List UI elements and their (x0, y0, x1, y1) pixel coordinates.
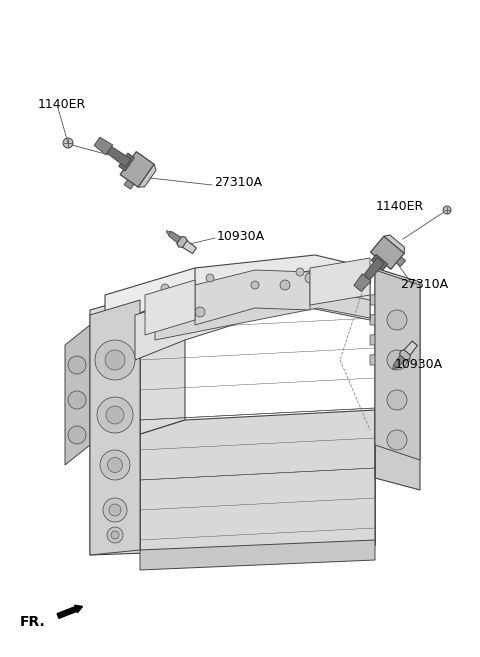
Polygon shape (145, 280, 195, 335)
Polygon shape (90, 283, 185, 450)
Text: 27310A: 27310A (214, 177, 262, 189)
Circle shape (63, 138, 73, 148)
Polygon shape (107, 147, 131, 168)
Circle shape (103, 498, 127, 522)
Circle shape (387, 310, 407, 330)
Circle shape (68, 356, 86, 374)
Circle shape (330, 267, 340, 277)
Circle shape (387, 390, 407, 410)
Circle shape (206, 274, 214, 282)
Polygon shape (90, 347, 105, 361)
Polygon shape (402, 341, 418, 357)
Polygon shape (370, 332, 415, 345)
Text: 1140ER: 1140ER (38, 99, 86, 112)
Polygon shape (90, 410, 375, 555)
Polygon shape (124, 180, 134, 189)
Polygon shape (370, 352, 415, 365)
Polygon shape (119, 153, 134, 171)
Circle shape (108, 457, 122, 472)
Polygon shape (396, 257, 406, 266)
Text: FR.: FR. (20, 615, 46, 629)
Polygon shape (195, 255, 370, 285)
Circle shape (280, 280, 290, 290)
Circle shape (173, 313, 183, 323)
Circle shape (305, 273, 315, 283)
Polygon shape (310, 258, 370, 305)
Polygon shape (392, 366, 396, 370)
Circle shape (95, 340, 135, 380)
Polygon shape (364, 258, 384, 280)
Text: 10930A: 10930A (395, 359, 443, 371)
Polygon shape (399, 350, 410, 360)
Polygon shape (371, 254, 388, 270)
Polygon shape (155, 290, 370, 340)
Circle shape (387, 350, 407, 370)
Circle shape (107, 527, 123, 543)
Polygon shape (90, 300, 140, 555)
Text: 10930A: 10930A (217, 229, 265, 242)
Polygon shape (375, 270, 420, 460)
Circle shape (296, 268, 304, 276)
Polygon shape (370, 292, 415, 305)
Polygon shape (371, 236, 404, 269)
Polygon shape (140, 540, 375, 570)
Polygon shape (138, 164, 156, 187)
Circle shape (111, 531, 119, 539)
Polygon shape (195, 270, 310, 325)
Polygon shape (354, 274, 371, 292)
Polygon shape (90, 322, 105, 336)
Circle shape (195, 307, 205, 317)
Circle shape (97, 397, 133, 433)
Polygon shape (135, 270, 370, 360)
Circle shape (161, 284, 169, 292)
Circle shape (105, 350, 125, 370)
Circle shape (100, 450, 130, 480)
Polygon shape (120, 152, 154, 187)
Circle shape (251, 281, 259, 289)
Polygon shape (370, 312, 415, 325)
Circle shape (68, 426, 86, 444)
Polygon shape (393, 355, 406, 369)
Polygon shape (65, 325, 90, 465)
Circle shape (153, 320, 163, 330)
Text: 27310A: 27310A (400, 279, 448, 292)
Circle shape (109, 504, 121, 516)
Polygon shape (168, 231, 181, 243)
Polygon shape (375, 268, 420, 490)
Polygon shape (177, 237, 187, 248)
Circle shape (443, 206, 451, 214)
Polygon shape (90, 372, 105, 386)
Circle shape (68, 391, 86, 409)
Circle shape (387, 430, 407, 450)
Polygon shape (90, 397, 105, 411)
Polygon shape (94, 137, 113, 155)
FancyArrow shape (57, 605, 83, 618)
Circle shape (106, 406, 124, 424)
Polygon shape (105, 268, 255, 315)
Polygon shape (384, 235, 405, 253)
Text: 1140ER: 1140ER (376, 200, 424, 214)
Polygon shape (166, 231, 170, 235)
Circle shape (341, 264, 349, 272)
Polygon shape (180, 238, 196, 254)
